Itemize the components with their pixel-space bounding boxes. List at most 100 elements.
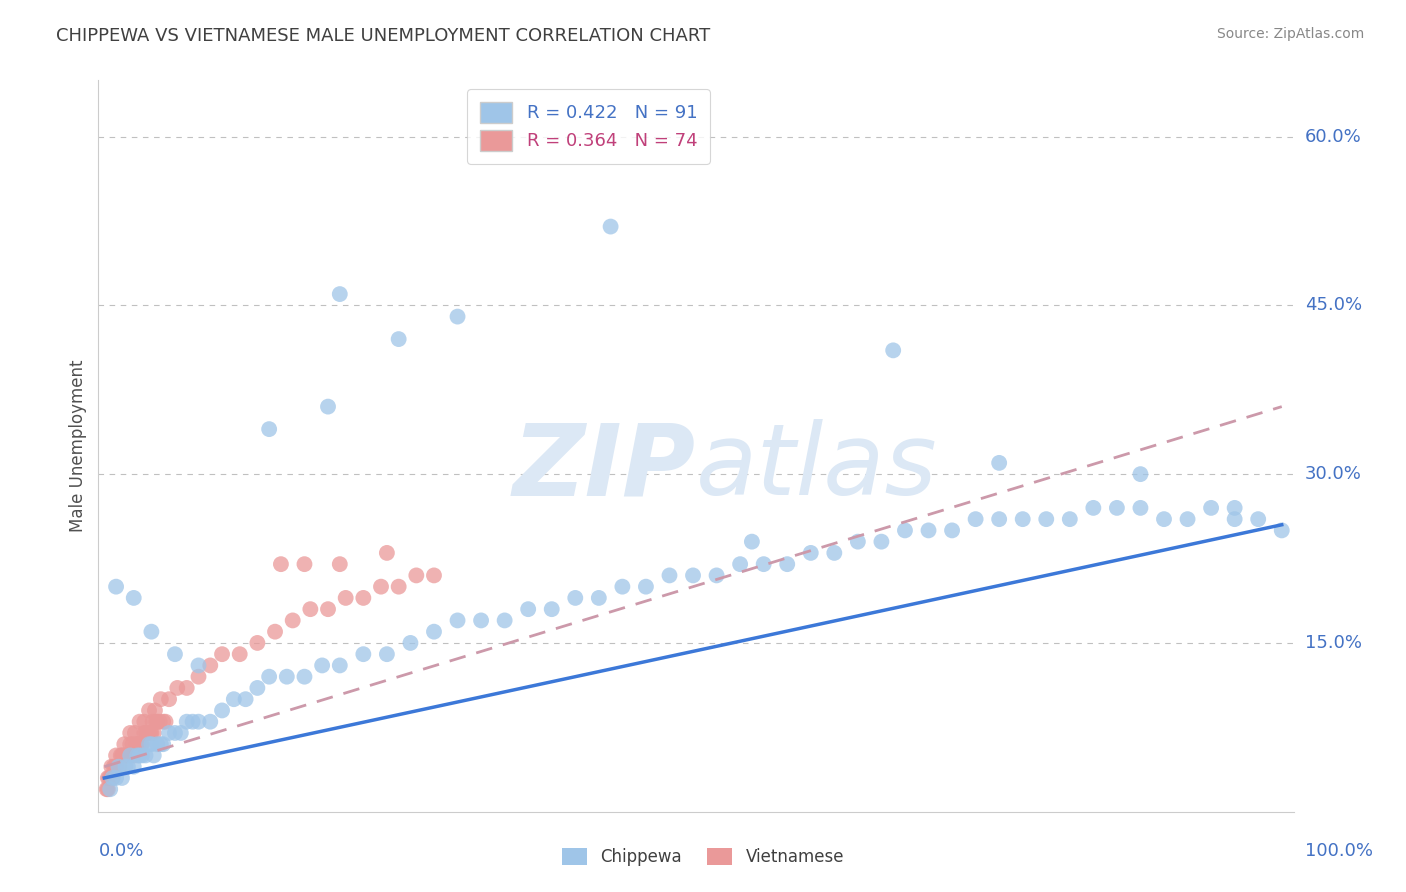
Point	[120, 737, 142, 751]
Point	[222, 692, 245, 706]
Point	[143, 703, 166, 717]
Point	[120, 726, 142, 740]
Point	[470, 614, 492, 628]
Point	[1011, 512, 1033, 526]
Point	[170, 726, 193, 740]
Point	[941, 524, 963, 538]
Text: atlas: atlas	[696, 419, 938, 516]
Point	[141, 737, 163, 751]
Point	[117, 748, 139, 763]
Point	[105, 760, 128, 774]
Point	[446, 614, 468, 628]
Point	[294, 670, 316, 684]
Text: 45.0%: 45.0%	[1305, 296, 1362, 314]
Point	[776, 557, 799, 571]
Point	[122, 760, 145, 774]
Point	[187, 670, 209, 684]
Point	[316, 602, 339, 616]
Point	[111, 748, 134, 763]
Point	[157, 692, 180, 706]
Point	[1105, 500, 1128, 515]
Point	[270, 557, 292, 571]
Point	[135, 726, 157, 740]
Point	[152, 714, 174, 729]
Point	[316, 400, 339, 414]
Point	[823, 546, 845, 560]
Point	[370, 580, 392, 594]
Point	[122, 591, 145, 605]
Point	[870, 534, 893, 549]
Point	[103, 760, 125, 774]
Point	[114, 748, 136, 763]
Point	[112, 748, 135, 763]
Point	[149, 737, 172, 751]
Point	[149, 692, 172, 706]
Text: ZIP: ZIP	[513, 419, 696, 516]
Point	[494, 614, 516, 628]
Point	[399, 636, 422, 650]
Point	[187, 714, 209, 729]
Point	[1129, 467, 1152, 482]
Point	[127, 737, 149, 751]
Point	[965, 512, 987, 526]
Point	[142, 726, 165, 740]
Point	[98, 782, 121, 797]
Point	[96, 782, 118, 797]
Point	[658, 568, 681, 582]
Text: Source: ZipAtlas.com: Source: ZipAtlas.com	[1216, 27, 1364, 41]
Point	[98, 771, 121, 785]
Point	[128, 737, 150, 751]
Point	[846, 534, 869, 549]
Point	[97, 782, 120, 797]
Point	[1247, 512, 1270, 526]
Point	[264, 624, 287, 639]
Point	[200, 714, 222, 729]
Point	[634, 580, 657, 594]
Point	[1129, 500, 1152, 515]
Point	[181, 714, 204, 729]
Point	[329, 287, 352, 301]
Point	[108, 760, 131, 774]
Point	[1177, 512, 1199, 526]
Point	[128, 748, 150, 763]
Point	[131, 748, 153, 763]
Point	[176, 714, 198, 729]
Point	[246, 636, 269, 650]
Point	[145, 714, 167, 729]
Point	[107, 760, 129, 774]
Point	[276, 670, 298, 684]
Point	[142, 714, 165, 729]
Point	[105, 771, 128, 785]
Point	[125, 737, 148, 751]
Point	[114, 760, 136, 774]
Point	[235, 692, 257, 706]
Point	[1199, 500, 1222, 515]
Point	[423, 568, 446, 582]
Point	[120, 748, 142, 763]
Point	[294, 557, 316, 571]
Point	[98, 771, 121, 785]
Point	[1271, 524, 1294, 538]
Point	[100, 771, 122, 785]
Point	[134, 714, 156, 729]
Point	[97, 771, 120, 785]
Point	[124, 726, 146, 740]
Point	[682, 568, 704, 582]
Point	[101, 771, 124, 785]
Point	[1153, 512, 1175, 526]
Point	[127, 737, 149, 751]
Point	[706, 568, 728, 582]
Point	[329, 658, 352, 673]
Point	[741, 534, 763, 549]
Text: 15.0%: 15.0%	[1305, 634, 1361, 652]
Point	[988, 456, 1011, 470]
Point	[599, 219, 621, 234]
Point	[139, 726, 162, 740]
Point	[1223, 500, 1246, 515]
Point	[155, 714, 177, 729]
Point	[1035, 512, 1057, 526]
Point	[122, 748, 145, 763]
Point	[157, 726, 180, 740]
Legend: Chippewa, Vietnamese: Chippewa, Vietnamese	[554, 840, 852, 875]
Point	[1223, 512, 1246, 526]
